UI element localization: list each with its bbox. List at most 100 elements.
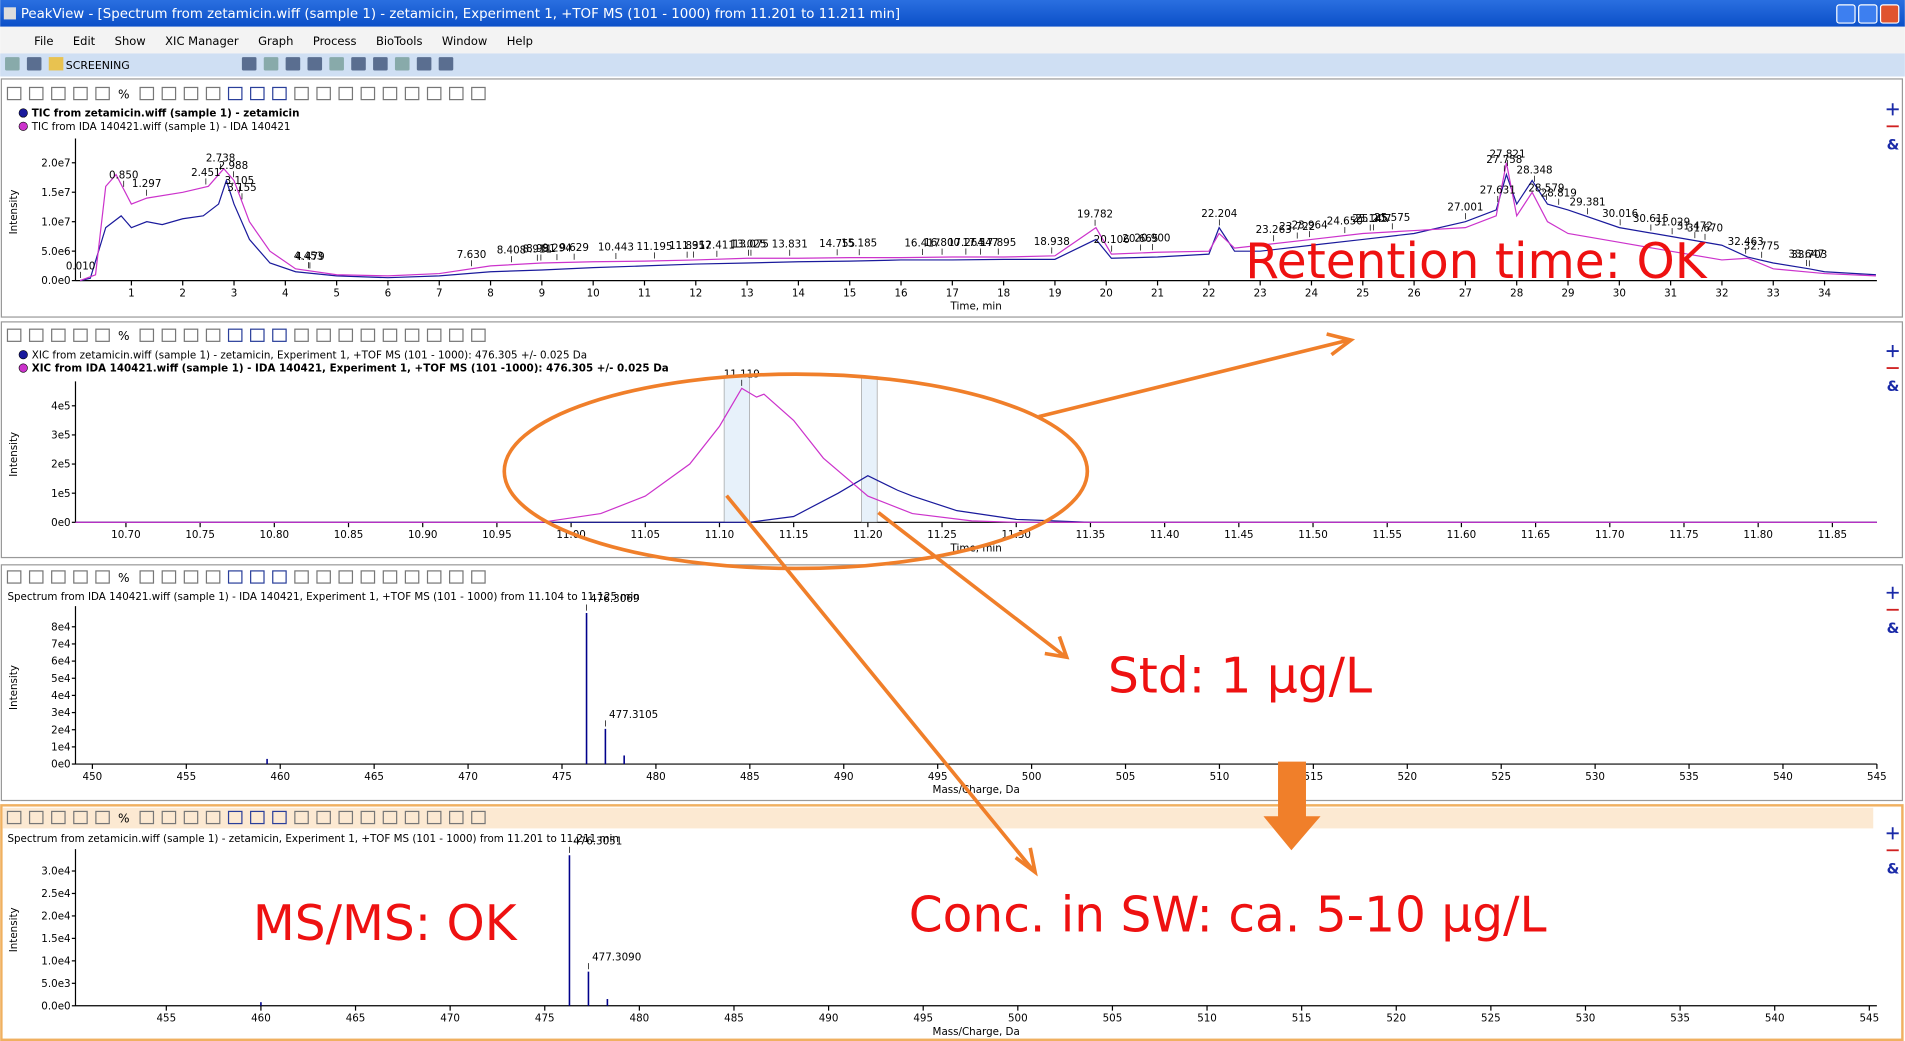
- panel-tool-icon[interactable]: [227, 86, 243, 101]
- panel-tool-icon[interactable]: [183, 328, 199, 342]
- menu-item[interactable]: Process: [313, 34, 357, 48]
- panel-tool-icon[interactable]: [426, 810, 442, 825]
- panel-tool-icon[interactable]: [51, 328, 66, 342]
- panel-tool-icon[interactable]: [95, 810, 110, 825]
- profile-dropdown[interactable]: SCREENING: [66, 59, 130, 72]
- panel-tool-icon[interactable]: [139, 570, 155, 584]
- menu-item[interactable]: BioTools: [376, 34, 423, 48]
- panel-tool-icon[interactable]: [426, 570, 442, 584]
- minimize-button[interactable]: [1836, 4, 1856, 24]
- zoom-in-tool[interactable]: [1886, 344, 1899, 358]
- panel-tool-icon[interactable]: [338, 570, 354, 584]
- panel-tool-icon[interactable]: [471, 810, 486, 825]
- panel-tool-icon[interactable]: [360, 570, 376, 584]
- panel-tool-icon[interactable]: [95, 86, 110, 101]
- panel-tool-icon[interactable]: [6, 328, 22, 342]
- panel-tool-icon[interactable]: [28, 810, 44, 825]
- tool-percent[interactable]: %: [118, 571, 130, 585]
- panel-tool-icon[interactable]: [161, 810, 177, 825]
- panel-tool-icon[interactable]: [28, 328, 44, 342]
- panel-tool-icon[interactable]: [316, 86, 331, 101]
- panel-tool-icon[interactable]: [139, 328, 155, 342]
- panel-tool-icon[interactable]: [183, 86, 199, 101]
- panel-tool-icon[interactable]: [404, 570, 420, 584]
- panel-tool-icon[interactable]: [471, 328, 486, 342]
- panel-tool-icon[interactable]: [316, 570, 331, 584]
- panel-tool-icon[interactable]: [73, 86, 88, 101]
- panel-tool-icon[interactable]: [227, 328, 243, 342]
- panel-tool-icon[interactable]: [73, 810, 88, 825]
- panel-tool-icon[interactable]: [316, 328, 331, 342]
- panel-tool-icon[interactable]: [294, 570, 309, 584]
- panel-tool-icon[interactable]: [272, 86, 287, 101]
- panel-tool-icon[interactable]: [73, 328, 88, 342]
- panel-tool-icon[interactable]: [272, 570, 287, 584]
- menu-item[interactable]: File: [34, 34, 53, 48]
- panel-tool-icon[interactable]: [250, 810, 265, 825]
- close-button[interactable]: [1879, 4, 1900, 24]
- panel-tool-icon[interactable]: [449, 570, 464, 584]
- menu-item[interactable]: Edit: [73, 34, 96, 48]
- panel-tool-icon[interactable]: [404, 810, 420, 825]
- panel-tool-icon[interactable]: [449, 810, 464, 825]
- panel-tool-icon[interactable]: [338, 86, 354, 101]
- panel-tool-icon[interactable]: [51, 570, 66, 584]
- panel-tool-icon[interactable]: [28, 570, 44, 584]
- panel-tool-icon[interactable]: [382, 570, 398, 584]
- panel-tool-icon[interactable]: [449, 328, 464, 342]
- panel-tool-icon[interactable]: [294, 328, 309, 342]
- panel-tool-icon[interactable]: [183, 810, 199, 825]
- menu-item[interactable]: Help: [507, 34, 533, 48]
- panel-tool-icon[interactable]: [360, 86, 376, 101]
- panel-tool-icon[interactable]: [338, 810, 354, 825]
- panel-tool-icon[interactable]: [6, 810, 22, 825]
- panel-tool-icon[interactable]: [205, 570, 221, 584]
- zoom-in-tool[interactable]: [1886, 586, 1899, 599]
- link-tool[interactable]: &: [1887, 378, 1900, 395]
- panel-tool-icon[interactable]: [139, 86, 155, 101]
- menu-item[interactable]: Graph: [258, 34, 293, 48]
- panel-tool-icon[interactable]: [6, 570, 22, 584]
- maximize-button[interactable]: [1858, 4, 1878, 24]
- zoom-in-tool[interactable]: [1886, 103, 1899, 116]
- tool-percent[interactable]: %: [118, 329, 130, 343]
- panel-tool-icon[interactable]: [471, 86, 486, 101]
- panel-tool-icon[interactable]: [382, 328, 398, 342]
- panel-tool-icon[interactable]: [294, 810, 309, 825]
- panel-tool-icon[interactable]: [161, 86, 177, 101]
- panel-tool-icon[interactable]: [161, 328, 177, 342]
- panel-tool-icon[interactable]: [227, 570, 243, 584]
- panel-tool-icon[interactable]: [250, 570, 265, 584]
- panel-tool-icon[interactable]: [294, 86, 309, 101]
- panel-tool-icon[interactable]: [471, 570, 486, 584]
- panel-tool-icon[interactable]: [404, 86, 420, 101]
- panel-tool-icon[interactable]: [316, 810, 331, 825]
- panel-tool-icon[interactable]: [382, 86, 398, 101]
- menu-item[interactable]: XIC Manager: [165, 34, 239, 48]
- panel-tool-icon[interactable]: [95, 328, 110, 342]
- panel-tool-icon[interactable]: [360, 328, 376, 342]
- panel-tool-icon[interactable]: [28, 86, 44, 101]
- panel-tool-icon[interactable]: [272, 328, 287, 342]
- panel-tool-icon[interactable]: [205, 86, 221, 101]
- menu-item[interactable]: Show: [115, 34, 146, 48]
- link-tool[interactable]: &: [1887, 620, 1900, 637]
- panel-tool-icon[interactable]: [426, 86, 442, 101]
- panel-tool-icon[interactable]: [382, 810, 398, 825]
- link-tool[interactable]: &: [1887, 136, 1900, 153]
- link-tool[interactable]: &: [1887, 860, 1900, 877]
- panel-tool-icon[interactable]: [205, 810, 221, 825]
- panel-tool-icon[interactable]: [183, 570, 199, 584]
- panel-tool-icon[interactable]: [95, 570, 110, 584]
- panel-tool-icon[interactable]: [250, 328, 265, 342]
- panel-tool-icon[interactable]: [227, 810, 243, 825]
- panel-tool-icon[interactable]: [73, 570, 88, 584]
- panel-tool-icon[interactable]: [205, 328, 221, 342]
- panel-tool-icon[interactable]: [161, 570, 177, 584]
- panel-tool-icon[interactable]: [360, 810, 376, 825]
- panel-tool-icon[interactable]: [51, 810, 66, 825]
- panel-tool-icon[interactable]: [250, 86, 265, 101]
- menu-item[interactable]: Window: [442, 34, 487, 48]
- panel-tool-icon[interactable]: [272, 810, 287, 825]
- panel-tool-icon[interactable]: [139, 810, 155, 825]
